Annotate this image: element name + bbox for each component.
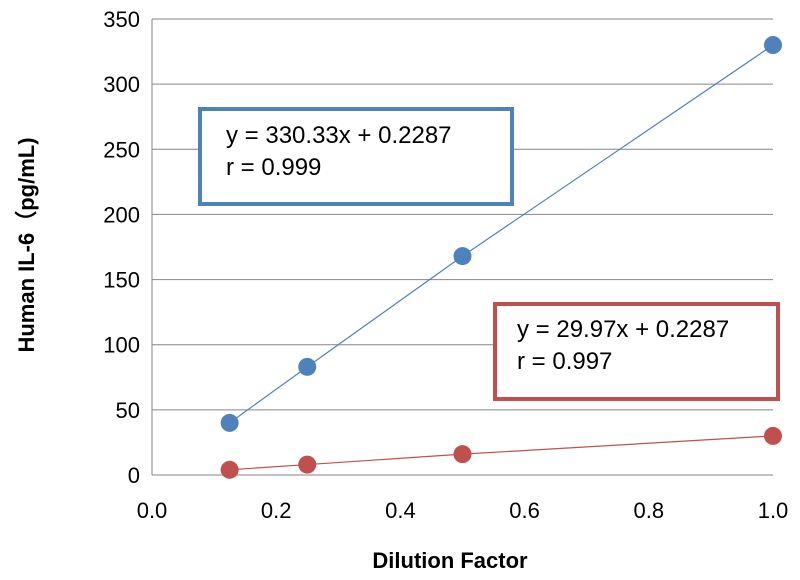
data-point-series-1	[220, 413, 239, 432]
series-layer	[220, 36, 782, 479]
axes: 0 50 100 150 200 250 300 350 0.0 0.2 0.4 0.6 0.8 1.0	[103, 7, 788, 523]
data-point-series-1	[764, 36, 782, 55]
y-tick-label: 150	[103, 268, 140, 293]
gridlines	[152, 18, 773, 476]
y-tick-label: 350	[103, 7, 140, 32]
data-point-series-1	[298, 357, 317, 376]
data-point-series-2	[453, 445, 472, 464]
r-value-series-1: r = 0.999	[226, 154, 321, 181]
y-tick-label: 0	[128, 463, 140, 488]
r-value-series-2: r = 0.997	[517, 348, 612, 375]
x-tick-label: 0.2	[261, 498, 292, 523]
trendline-series-2	[229, 435, 774, 471]
equation-box-series-2-frame	[493, 302, 780, 401]
y-tick-label: 300	[103, 72, 140, 97]
equation-box-series-1-frame	[198, 107, 514, 206]
equation-series-1: y = 330.33x + 0.2287	[226, 122, 452, 149]
x-axis-title: Dilution Factor	[372, 548, 528, 573]
data-point-series-2	[220, 460, 239, 479]
data-point-series-2	[764, 426, 782, 445]
data-point-series-1	[453, 247, 472, 266]
x-tick-label: 0.6	[509, 498, 540, 523]
equation-box-series-2: y = 29.97x + 0.2287 r = 0.997	[493, 302, 780, 401]
x-tick-label: 0.8	[634, 498, 665, 523]
x-tick-label: 0.4	[385, 498, 416, 523]
data-point-series-2	[298, 455, 317, 474]
y-tick-label: 250	[103, 137, 140, 162]
trendline-series-1	[229, 44, 774, 424]
y-tick-label: 200	[103, 202, 140, 227]
y-axis-title: Human IL-6（pg/mL)	[14, 137, 39, 352]
equation-box-series-1: y = 330.33x + 0.2287 r = 0.999	[198, 107, 514, 206]
x-tick-label: 1.0	[758, 498, 789, 523]
y-tick-label: 50	[116, 398, 140, 423]
x-tick-label: 0.0	[137, 498, 168, 523]
y-tick-label: 100	[103, 333, 140, 358]
equation-series-2: y = 29.97x + 0.2287	[517, 316, 729, 343]
